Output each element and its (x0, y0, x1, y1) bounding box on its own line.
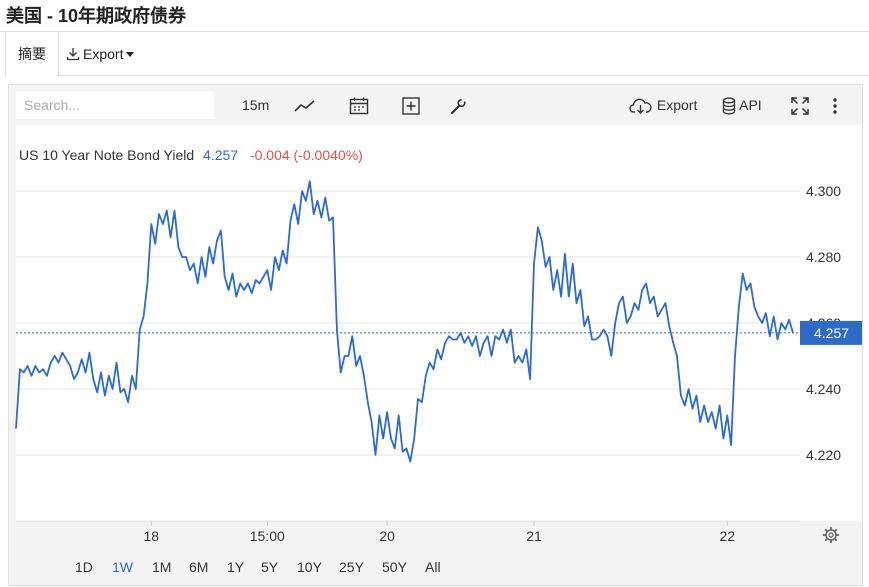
download-icon (66, 48, 80, 61)
legend-series-name: US 10 Year Note Bond Yield (19, 147, 194, 163)
range-50y-button[interactable]: 50Y (382, 559, 407, 575)
date-range-button[interactable] (349, 85, 369, 125)
cloud-download-icon (629, 99, 652, 115)
export-dropdown[interactable]: Export (66, 32, 135, 76)
calendar-icon (349, 97, 369, 115)
page-title: 美国 - 10年期政府债券 (6, 6, 187, 26)
more-vertical-icon (833, 98, 837, 114)
export-dropdown-label: Export (83, 46, 124, 62)
add-indicator-button[interactable] (402, 85, 420, 125)
api-button[interactable]: API (722, 85, 762, 125)
legend-value: 4.257 (203, 147, 238, 163)
settings-tool-button[interactable] (449, 85, 467, 125)
chart-type-button[interactable] (294, 85, 316, 125)
x-tick-label: 22 (719, 528, 735, 544)
tab-summary[interactable]: 摘要 (5, 32, 59, 76)
y-tick-label: 4.220 (806, 447, 841, 463)
tab-bar: 摘要 Export (0, 32, 869, 76)
range-25y-button[interactable]: 25Y (339, 559, 364, 575)
legend-change: -0.004 (-0.0040%) (250, 147, 363, 163)
x-axis-labels: 18 15:00 20 21 22 (144, 521, 735, 544)
chart-legend: US 10 Year Note Bond Yield 4.257 -0.004 … (19, 147, 363, 163)
chart-export-label: Export (656, 97, 698, 113)
chevron-down-icon (126, 52, 135, 57)
chart-toolbar: 15m (9, 85, 862, 125)
range-selector: 1D 1W 1M 6M 1Y 5Y 10Y 25Y 50Y All (9, 547, 862, 585)
range-1w-button[interactable]: 1W (112, 559, 133, 575)
x-tick-label: 18 (144, 528, 160, 544)
line-chart-icon (294, 100, 315, 112)
range-all-button[interactable]: All (425, 559, 441, 575)
series-line (15, 180, 794, 463)
x-tick-label: 21 (526, 528, 542, 544)
range-1y-button[interactable]: 1Y (227, 559, 245, 575)
search-input[interactable] (16, 91, 214, 119)
y-tick-label: 4.240 (806, 381, 841, 397)
chart-export-button[interactable]: Export (629, 85, 697, 125)
y-tick-label: 4.280 (806, 249, 841, 265)
wrench-icon (450, 98, 466, 115)
range-5y-button[interactable]: 5Y (261, 559, 279, 575)
fullscreen-button[interactable] (791, 85, 809, 125)
chart-settings-button[interactable] (823, 527, 839, 543)
range-1d-button[interactable]: 1D (75, 559, 93, 575)
api-label: API (739, 97, 762, 113)
more-options-button[interactable] (832, 85, 838, 125)
range-1m-button[interactable]: 1M (152, 559, 172, 575)
chart-panel: 15m (8, 84, 863, 586)
fullscreen-icon (791, 97, 809, 116)
title-divider (0, 31, 869, 32)
last-value-label: 4.257 (814, 325, 849, 341)
y-tick-label: 4.300 (806, 183, 841, 199)
tab-divider (57, 75, 869, 76)
add-icon (402, 97, 420, 115)
interval-selector[interactable]: 15m (242, 97, 270, 113)
x-tick-label: 15:00 (250, 528, 285, 544)
last-value-marker (800, 320, 862, 345)
range-6m-button[interactable]: 6M (189, 559, 209, 575)
x-tick-label: 20 (379, 528, 395, 544)
gear-icon (823, 527, 839, 543)
range-10y-button[interactable]: 10Y (297, 559, 322, 575)
database-icon (722, 97, 736, 115)
